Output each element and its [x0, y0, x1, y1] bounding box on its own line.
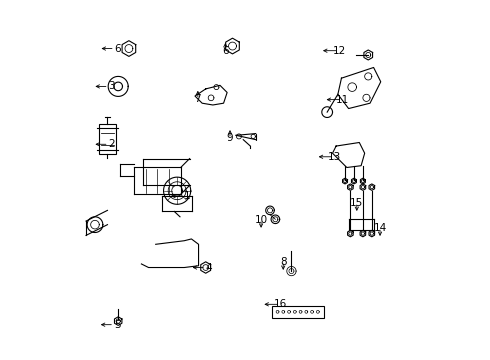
Text: 10: 10: [254, 215, 268, 225]
Text: 5: 5: [114, 320, 121, 330]
Text: 12: 12: [333, 46, 346, 56]
Text: 8: 8: [280, 257, 287, 267]
Text: 11: 11: [336, 95, 349, 105]
Text: 1: 1: [184, 191, 191, 201]
Text: 3: 3: [108, 81, 115, 91]
Text: 7: 7: [195, 94, 201, 104]
Text: 14: 14: [373, 223, 387, 233]
Text: 2: 2: [108, 139, 115, 149]
Text: 15: 15: [350, 198, 364, 208]
Text: 6: 6: [222, 46, 229, 56]
Text: 13: 13: [328, 152, 342, 162]
Bar: [99, 124, 116, 154]
Bar: [272, 306, 323, 318]
Text: 4: 4: [205, 262, 212, 273]
Text: 6: 6: [115, 44, 121, 54]
Text: 16: 16: [274, 299, 287, 309]
Text: 9: 9: [227, 133, 233, 143]
